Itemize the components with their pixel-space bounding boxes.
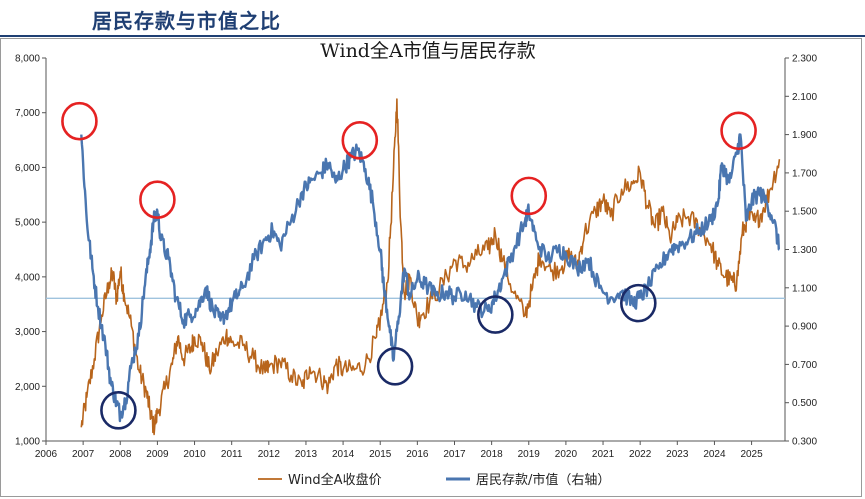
legend-label-wind-index: Wind全A收盘价	[288, 472, 382, 488]
x-tick-label: 2006	[35, 449, 58, 460]
x-tick-label: 2015	[369, 449, 392, 460]
y-right-tick-label: 1.500	[792, 207, 817, 218]
x-tick-label: 2022	[629, 449, 652, 460]
trough-highlight-circle	[376, 347, 414, 386]
x-tick-label: 2025	[740, 449, 763, 460]
header-divider	[0, 35, 865, 37]
y-left-tick-label: 3,000	[15, 327, 40, 338]
y-right-tick-label: 1.100	[792, 283, 817, 294]
x-tick-label: 2007	[72, 449, 95, 460]
y-right-tick-label: 2.100	[792, 92, 817, 103]
y-right-tick-label: 1.300	[792, 245, 817, 256]
y-right-tick-label: 1.700	[792, 168, 817, 179]
plot-area: 1,000 2,000 3,000 4,000 5,000 6,000 7,000 8,000…	[15, 54, 817, 489]
chart-frame	[0, 38, 862, 497]
peak-highlight-circle	[510, 176, 548, 216]
x-tick-label: 2011	[221, 449, 243, 460]
x-tick-label: 2016	[406, 449, 429, 460]
y-right-tick-label: 0.900	[792, 322, 817, 333]
y-left-tick-label: 5,000	[15, 218, 40, 229]
legend-label-deposit-ratio: 居民存款/市值（右轴）	[476, 472, 610, 488]
trough-highlight-circle	[620, 283, 657, 323]
y-right-tick-label: 0.300	[792, 437, 817, 448]
x-tick-label: 2019	[518, 449, 541, 460]
x-tick-label: 2014	[332, 449, 355, 460]
y-right-tick-label: 0.700	[792, 360, 817, 371]
x-tick-label: 2024	[703, 449, 726, 460]
x-tick-label: 2023	[666, 449, 689, 460]
trough-highlight-circle	[477, 295, 514, 334]
x-tick-label: 2018	[481, 449, 504, 460]
y-right-tick-label: 0.500	[792, 398, 817, 409]
x-tick-label: 2010	[183, 449, 206, 460]
y-left-tick-label: 8,000	[15, 54, 40, 65]
y-left-tick-label: 2,000	[15, 382, 40, 393]
x-tick-label: 2017	[443, 449, 466, 460]
y-left-tick-label: 4,000	[15, 272, 40, 283]
series-line-wind-index	[80, 98, 781, 436]
trough-highlight-circle	[100, 391, 137, 430]
x-tick-label: 2009	[146, 449, 169, 460]
y-right-tick-label: 2.300	[792, 54, 817, 65]
chart-title: Wind全A市值与居民存款	[320, 40, 535, 62]
x-tick-label: 2013	[295, 449, 318, 460]
peak-highlight-circle	[139, 180, 176, 220]
series-line-deposit-ratio	[80, 133, 780, 423]
header: 居民存款与市值之比	[0, 0, 865, 37]
y-left-tick-label: 7,000	[15, 108, 40, 119]
y-left-tick-label: 1,000	[15, 437, 40, 448]
x-tick-label: 2020	[555, 449, 578, 460]
page-title: 居民存款与市值之比	[92, 9, 281, 33]
x-tick-label: 2008	[109, 449, 132, 460]
peak-highlight-circle	[341, 121, 379, 160]
peak-highlight-circle	[720, 111, 757, 151]
peak-highlight-circle	[61, 101, 98, 141]
y-right-tick-label: 1.900	[792, 130, 817, 141]
x-tick-label: 2021	[592, 449, 615, 460]
x-tick-label: 2012	[258, 449, 281, 460]
y-left-tick-label: 6,000	[15, 163, 40, 174]
